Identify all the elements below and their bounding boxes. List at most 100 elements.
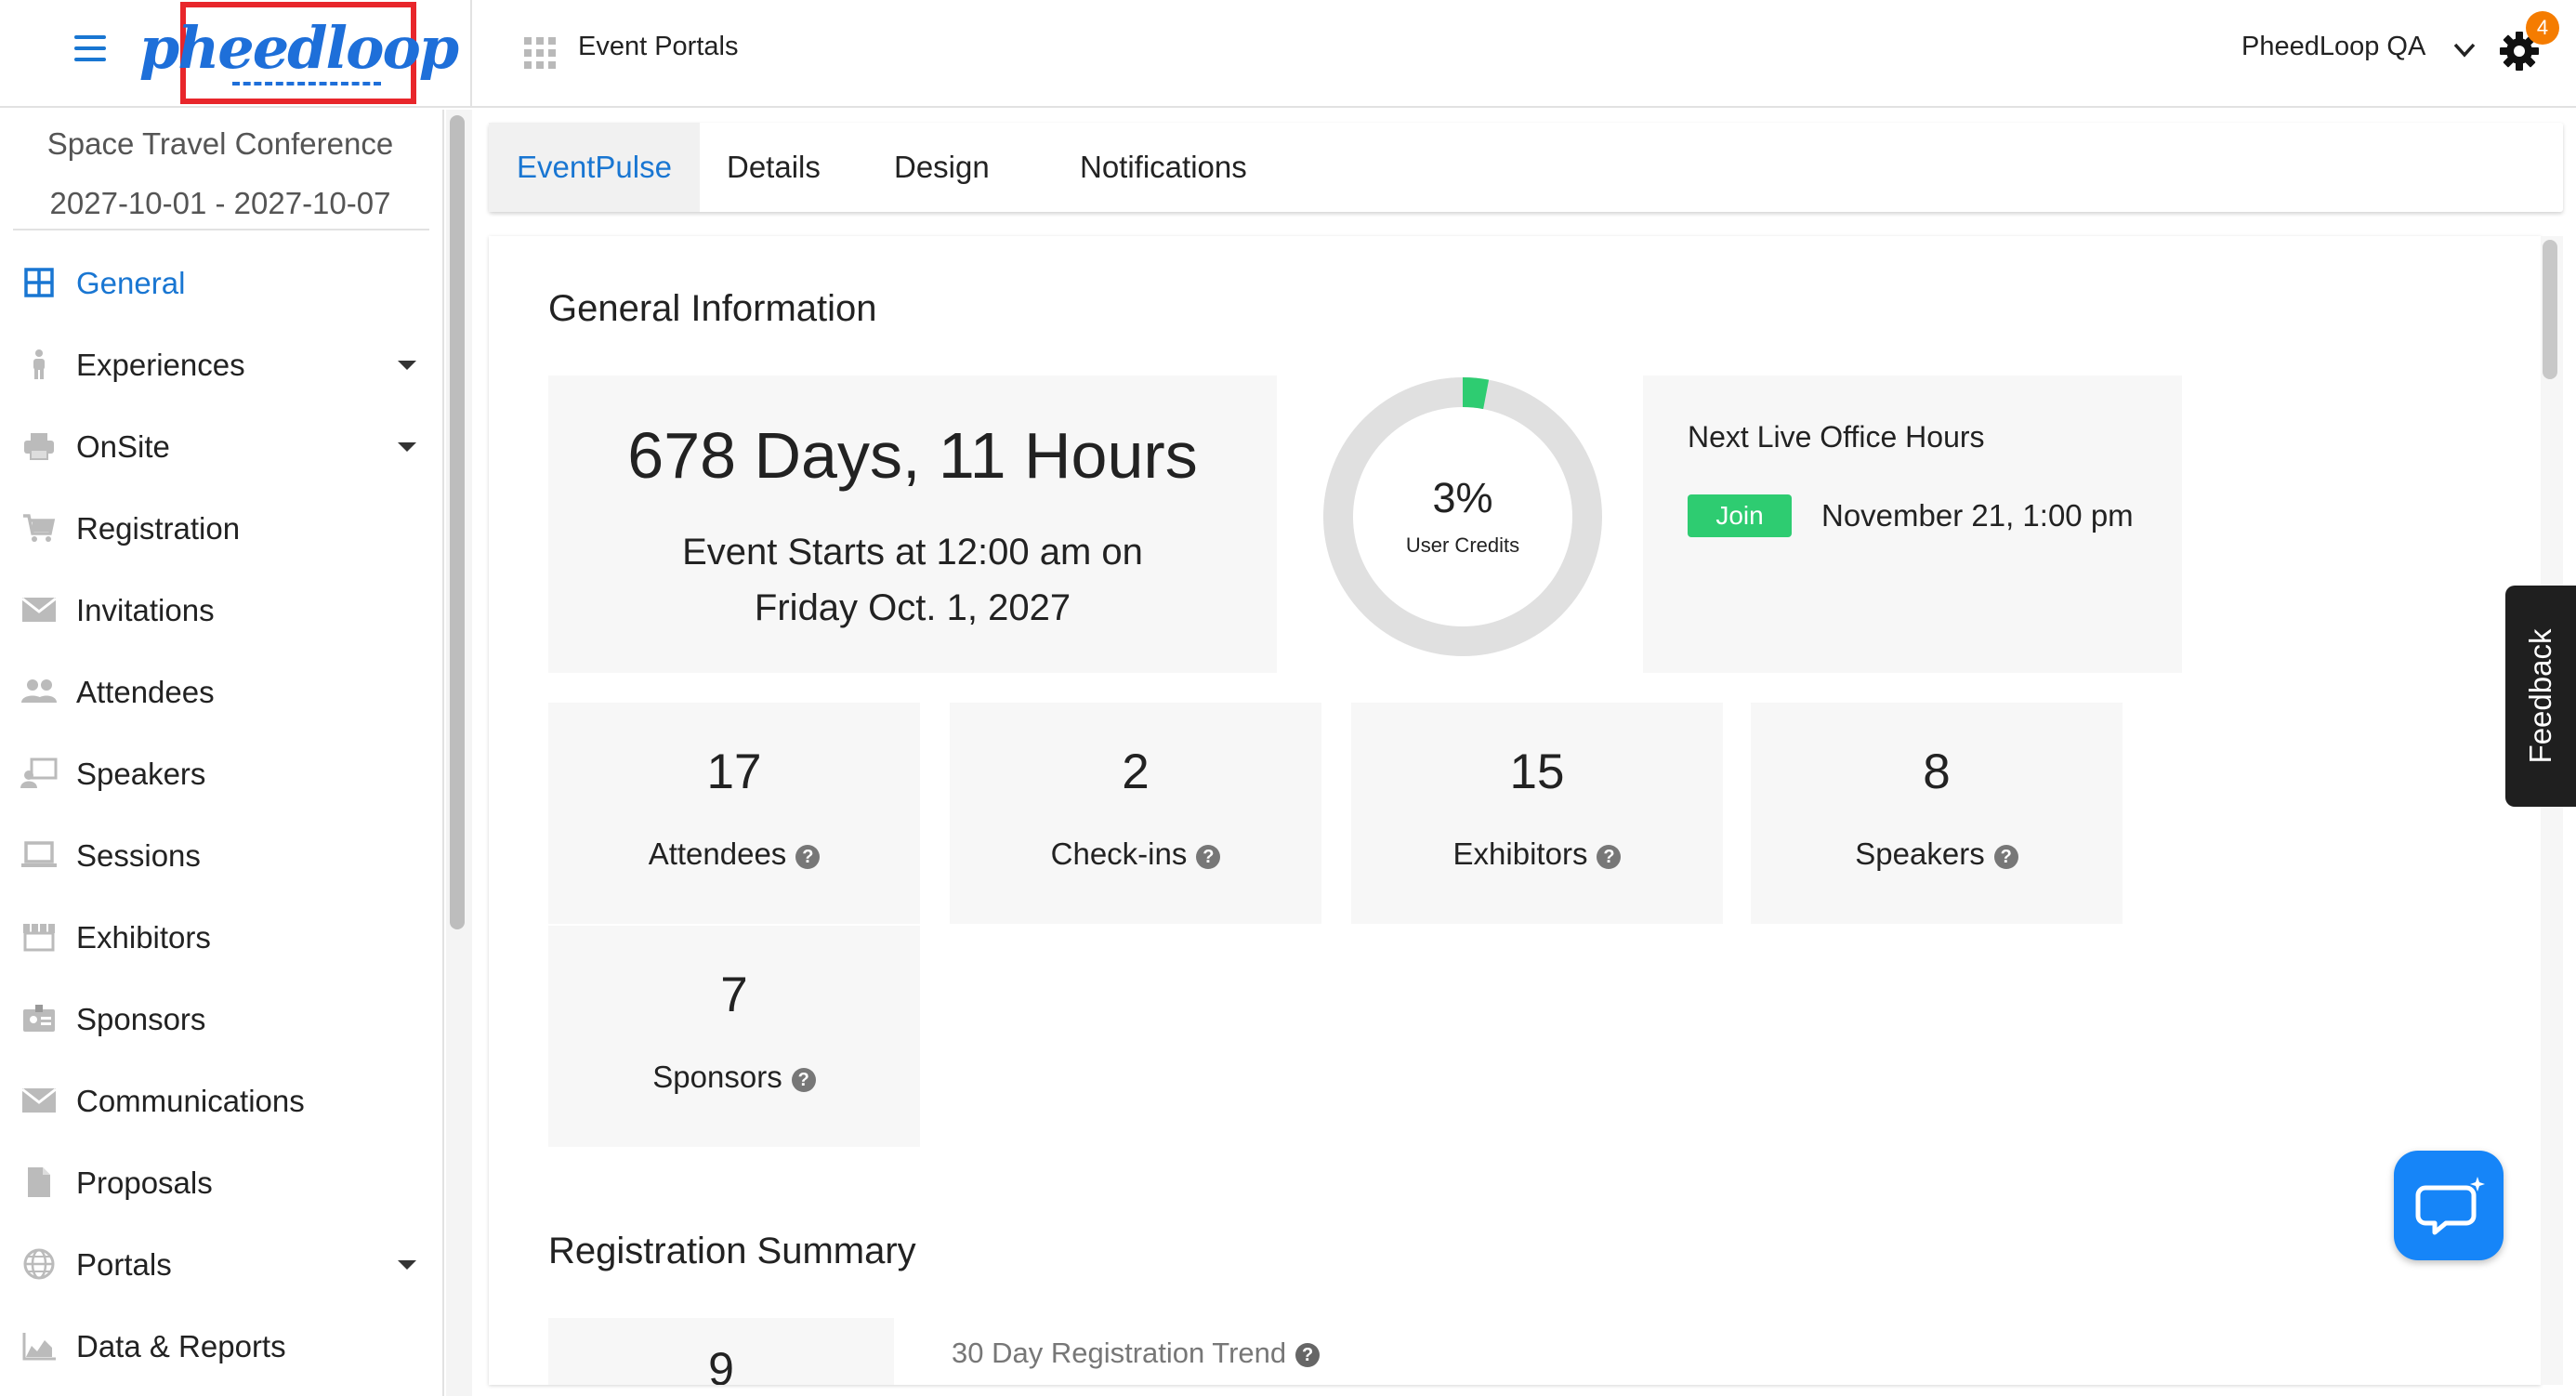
chart-icon	[22, 1333, 56, 1361]
sidebar-item-data-reports[interactable]: Data & Reports	[0, 1305, 440, 1387]
people-icon	[21, 679, 57, 703]
stat-value: 15	[1509, 744, 1565, 799]
registration-summary-title: Registration Summary	[548, 1231, 916, 1271]
logo-text: pheedloop	[138, 14, 459, 82]
event-dates: 2027-10-01 - 2027-10-07	[49, 186, 391, 220]
sidebar-item-label: General	[76, 266, 186, 300]
user-credits-label: User Credits	[1405, 533, 1520, 557]
sidebar-item-sponsors[interactable]: Sponsors	[0, 978, 440, 1060]
help-icon[interactable]: ?	[791, 1068, 816, 1092]
sidebar-item-onsite[interactable]: OnSite	[0, 405, 440, 487]
presenter-icon	[20, 757, 58, 788]
sidebar-item-label: OnSite	[76, 429, 170, 464]
laptop-icon	[21, 841, 57, 867]
stat-card-sponsors: 7 Sponsors?	[548, 926, 920, 1147]
sidebar-item-speakers[interactable]: Speakers	[0, 732, 440, 814]
join-button[interactable]: Join	[1688, 494, 1792, 537]
stat-label-row: Sponsors?	[548, 1060, 920, 1095]
help-icon[interactable]: ?	[1196, 845, 1221, 869]
sidebar-item-label: Data & Reports	[76, 1329, 286, 1363]
storefront-icon	[23, 924, 55, 952]
tab-notifications[interactable]: Notifications	[1080, 150, 1247, 184]
user-credits-donut	[1323, 377, 1602, 656]
tab-bar: EventPulse Details Design Notifications	[489, 123, 2563, 212]
tab-eventpulse[interactable]: EventPulse	[489, 123, 700, 212]
stat-label-row: Exhibitors?	[1351, 836, 1723, 872]
sidebar-item-invitations[interactable]: Invitations	[0, 569, 440, 651]
account-name[interactable]: PheedLoop QA	[2241, 32, 2426, 61]
user-credits-percent: 3%	[1432, 474, 1493, 521]
stat-label: Sponsors	[652, 1060, 782, 1094]
content-scrollbar[interactable]	[2541, 236, 2563, 1385]
sidebar-item-label: Invitations	[76, 593, 215, 627]
stat-value: 17	[706, 744, 762, 799]
help-icon[interactable]: ?	[1993, 845, 2018, 869]
sidebar-item-label: Proposals	[76, 1166, 213, 1200]
section-label[interactable]: Event Portals	[578, 32, 739, 61]
sidebar-item-sessions[interactable]: Sessions	[0, 814, 440, 896]
logo-swoosh	[232, 82, 381, 86]
caret-down-icon[interactable]	[398, 361, 416, 370]
stat-card-attendees: 17 Attendees?	[548, 703, 920, 924]
cart-icon	[23, 514, 56, 542]
gear-icon[interactable]	[2498, 30, 2541, 72]
feedback-label: Feedback	[2523, 628, 2557, 764]
dashboard-grid-icon	[24, 268, 54, 297]
sidebar-item-registration[interactable]: Registration	[0, 487, 440, 569]
event-start-line-2: Friday Oct. 1, 2027	[754, 587, 1071, 628]
stat-label-row: Check-ins?	[950, 836, 1321, 872]
eventpulse-content: General Information 678 Days, 11 Hours E…	[489, 236, 2541, 1385]
stat-value: 8	[1923, 744, 1951, 799]
office-hours-time: November 21, 1:00 pm	[1821, 498, 2134, 533]
sidebar-item-communications[interactable]: Communications	[0, 1060, 440, 1141]
feedback-tab[interactable]: Feedback	[2505, 586, 2576, 807]
stat-label: Speakers	[1855, 836, 1985, 871]
sidebar-scrollbar-thumb[interactable]	[450, 115, 465, 929]
sidebar-item-portals[interactable]: Portals	[0, 1223, 440, 1305]
pheedloop-logo[interactable]: pheedloop	[139, 2, 459, 104]
sidebar-item-attendees[interactable]: Attendees	[0, 651, 440, 732]
stat-label: Check-ins	[1050, 836, 1188, 871]
content-scrollbar-thumb[interactable]	[2543, 240, 2557, 379]
badge-icon	[23, 1005, 55, 1032]
help-icon[interactable]: ?	[1295, 1343, 1321, 1367]
stat-value: 7	[720, 968, 748, 1022]
stat-label: Exhibitors	[1452, 836, 1588, 871]
document-icon	[28, 1167, 50, 1197]
sidebar-item-label: Speakers	[76, 757, 206, 791]
chat-button[interactable]	[2394, 1151, 2504, 1260]
stat-label-row: Attendees?	[548, 836, 920, 872]
chat-icon	[2415, 1177, 2485, 1235]
menu-icon[interactable]	[74, 35, 106, 61]
sidebar-item-label: Exhibitors	[76, 920, 211, 955]
sidebar-nav: General Experiences OnSite Regist	[0, 242, 440, 1387]
envelope-icon	[21, 1087, 57, 1113]
sidebar-item-label: Communications	[76, 1084, 305, 1118]
sidebar-item-exhibitors[interactable]: Exhibitors	[0, 896, 440, 978]
top-bar: pheedloop Event Portals PheedLoop QA 4	[0, 0, 2576, 108]
notification-badge[interactable]: 4	[2526, 11, 2559, 45]
tab-design[interactable]: Design	[894, 150, 990, 184]
general-information-title: General Information	[548, 288, 877, 329]
help-icon[interactable]: ?	[1597, 845, 1622, 869]
apps-grid-icon[interactable]	[524, 37, 556, 69]
sidebar-item-experiences[interactable]: Experiences	[0, 323, 440, 405]
help-icon[interactable]: ?	[795, 845, 821, 869]
caret-down-icon[interactable]	[398, 442, 416, 452]
registration-count: 9	[708, 1343, 734, 1385]
registration-trend-label: 30 Day Registration Trend?	[952, 1337, 1321, 1370]
caret-down-icon[interactable]	[398, 1260, 416, 1270]
office-hours-title: Next Live Office Hours	[1688, 420, 1985, 454]
countdown-panel: 678 Days, 11 Hours Event Starts at 12:00…	[548, 375, 1277, 673]
person-icon	[33, 349, 45, 379]
sidebar-item-general[interactable]: General	[0, 242, 440, 323]
sidebar-item-proposals[interactable]: Proposals	[0, 1141, 440, 1223]
tab-details[interactable]: Details	[727, 150, 821, 184]
sidebar-item-label: Registration	[76, 511, 241, 546]
sidebar: Space Travel Conference 2027-10-01 - 202…	[0, 110, 444, 1396]
divider	[13, 229, 429, 230]
stat-card-speakers: 8 Speakers?	[1751, 703, 2123, 924]
stat-label-row: Speakers?	[1751, 836, 2123, 872]
chevron-down-icon[interactable]	[2450, 37, 2479, 63]
stat-value: 2	[1122, 744, 1150, 799]
